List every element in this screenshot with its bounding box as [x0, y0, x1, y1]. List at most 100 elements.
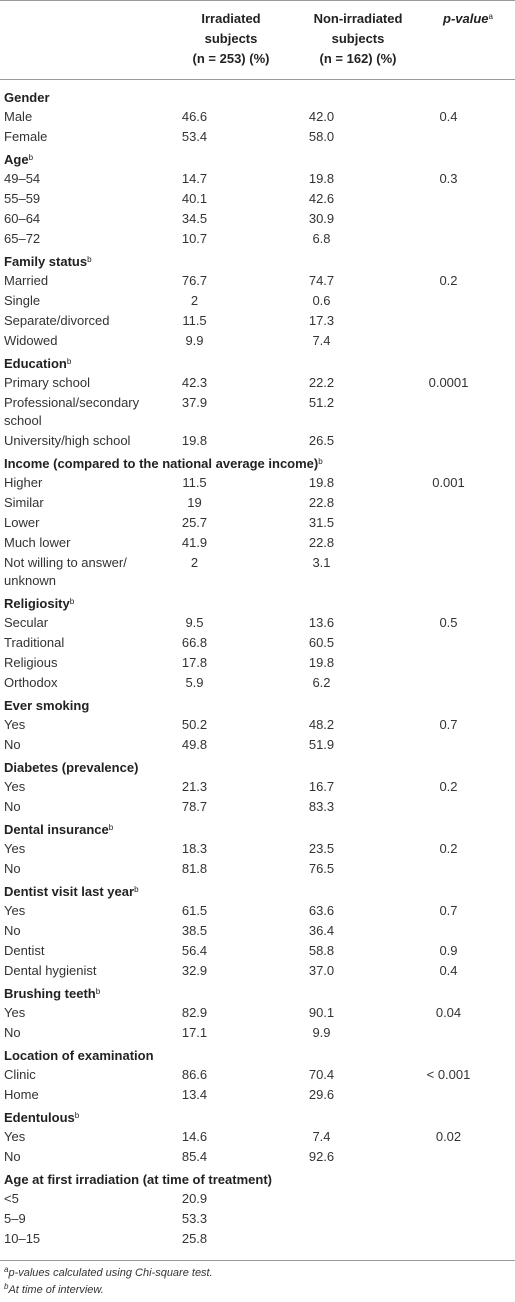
non-irradiated-value: 22.8 — [308, 495, 335, 510]
p-value — [385, 735, 512, 755]
p-value — [385, 653, 512, 673]
table-row: No 17.1 9.9 — [4, 1023, 512, 1043]
irradiated-value: 61.5 — [181, 903, 208, 918]
row-label: Not willing to answer/ unknown — [4, 555, 127, 588]
irradiated-value: 53.3 — [181, 1211, 208, 1226]
irradiated-value: 19.8 — [181, 433, 208, 448]
table-row: 10–15 25.8 — [4, 1229, 512, 1249]
non-irradiated-value: 19.8 — [308, 171, 335, 186]
table-row: <5 20.9 — [4, 1189, 512, 1209]
p-value: 0.7 — [439, 903, 458, 918]
row-label: Married — [4, 273, 49, 288]
p-value — [385, 533, 512, 553]
row-label: Dental hygienist — [4, 963, 97, 978]
p-value: 0.9 — [439, 943, 458, 958]
irradiated-value: 20.9 — [181, 1191, 208, 1206]
irradiated-value: 85.4 — [181, 1149, 208, 1164]
table-row: Yes 21.3 16.7 0.2 — [4, 777, 512, 797]
table-row: 5–9 53.3 — [4, 1209, 512, 1229]
section-title: Age at first irradiation (at time of tre… — [4, 1172, 272, 1187]
p-value: 0.7 — [439, 717, 458, 732]
irradiated-value: 46.6 — [181, 109, 208, 124]
section-header: Location of examination — [4, 1043, 512, 1065]
section-header: Ever smoking — [4, 693, 512, 715]
table-row: Much lower 41.9 22.8 — [4, 533, 512, 553]
non-irradiated-value: 60.5 — [308, 635, 335, 650]
section-header: Family statusb — [4, 249, 512, 271]
non-irradiated-value — [258, 1189, 385, 1209]
p-value: < 0.001 — [426, 1067, 471, 1082]
row-label: 5–9 — [4, 1211, 26, 1226]
section-title: Income (compared to the national average… — [4, 456, 319, 471]
irradiated-value: 41.9 — [181, 535, 208, 550]
row-label: No — [4, 737, 21, 752]
row-label: Primary school — [4, 375, 90, 390]
irradiated-value: 13.4 — [181, 1087, 208, 1102]
row-label: Dentist — [4, 943, 45, 958]
non-irradiated-value: 7.4 — [312, 1129, 331, 1144]
table-row: Similar 19 22.8 — [4, 493, 512, 513]
row-label: Yes — [4, 1129, 26, 1144]
table-row: No 81.8 76.5 — [4, 859, 512, 879]
section-title: Religiosity — [4, 596, 70, 611]
section-header: Brushing teethb — [4, 981, 512, 1003]
section-title: Ever smoking — [4, 698, 90, 713]
irradiated-value: 17.8 — [181, 655, 208, 670]
table-row: Yes 18.3 23.5 0.2 — [4, 839, 512, 859]
irradiated-value: 14.6 — [181, 1129, 208, 1144]
non-irradiated-value: 9.9 — [312, 1025, 331, 1040]
section-title: Brushing teeth — [4, 986, 96, 1001]
p-value — [385, 1023, 512, 1043]
row-label: 65–72 — [4, 231, 41, 246]
non-irradiated-value: 51.9 — [308, 737, 335, 752]
section-title: Age — [4, 152, 29, 167]
p-value — [385, 393, 512, 431]
table-row: Married 76.7 74.7 0.2 — [4, 271, 512, 291]
section-header: Religiosityb — [4, 591, 512, 613]
non-irradiated-value: 17.3 — [308, 313, 335, 328]
table-row: 60–64 34.5 30.9 — [4, 209, 512, 229]
irradiated-value: 40.1 — [181, 191, 208, 206]
row-label: 10–15 — [4, 1231, 41, 1246]
non-irradiated-value: 0.6 — [312, 293, 331, 308]
irradiated-value: 9.5 — [185, 615, 204, 630]
p-value: 0.2 — [439, 841, 458, 856]
table-row: Orthodox 5.9 6.2 — [4, 673, 512, 693]
irradiated-value: 17.1 — [181, 1025, 208, 1040]
table-row: Lower 25.7 31.5 — [4, 513, 512, 533]
non-irradiated-value: 29.6 — [308, 1087, 335, 1102]
irradiated-value: 49.8 — [181, 737, 208, 752]
bottom-rule — [0, 1260, 515, 1261]
irradiated-value: 81.8 — [181, 861, 208, 876]
p-value: 0.02 — [435, 1129, 462, 1144]
table-row: University/high school 19.8 26.5 — [4, 431, 512, 451]
section-sup: b — [318, 457, 323, 466]
p-value — [385, 1147, 512, 1167]
p-value — [385, 673, 512, 693]
irradiated-value: 34.5 — [181, 211, 208, 226]
irradiated-value: 25.7 — [181, 515, 208, 530]
irradiated-value: 2 — [190, 293, 199, 308]
non-irradiated-value: 42.6 — [308, 191, 335, 206]
irradiated-value: 25.8 — [181, 1231, 208, 1246]
row-label: Clinic — [4, 1067, 36, 1082]
non-irradiated-value: 48.2 — [308, 717, 335, 732]
row-label: Home — [4, 1087, 39, 1102]
p-value — [385, 311, 512, 331]
non-irradiated-value: 31.5 — [308, 515, 335, 530]
p-value — [385, 291, 512, 311]
row-label: No — [4, 799, 21, 814]
footnote-b: bAt time of interview. — [4, 1282, 104, 1297]
section-header: Diabetes (prevalence) — [4, 755, 512, 777]
section-sup: b — [69, 597, 75, 606]
p-value: 0.2 — [439, 779, 458, 794]
irradiated-value: 14.7 — [181, 171, 208, 186]
p-value: 0.4 — [439, 109, 458, 124]
section-title: Dentist visit last year — [4, 884, 135, 899]
row-label: Separate/divorced — [4, 313, 110, 328]
row-label: Female — [4, 129, 48, 144]
table-row: Traditional 66.8 60.5 — [4, 633, 512, 653]
non-irradiated-value: 3.1 — [312, 555, 331, 570]
p-value: 0.001 — [432, 475, 465, 490]
table-row: Clinic 86.6 70.4 < 0.001 — [4, 1065, 512, 1085]
